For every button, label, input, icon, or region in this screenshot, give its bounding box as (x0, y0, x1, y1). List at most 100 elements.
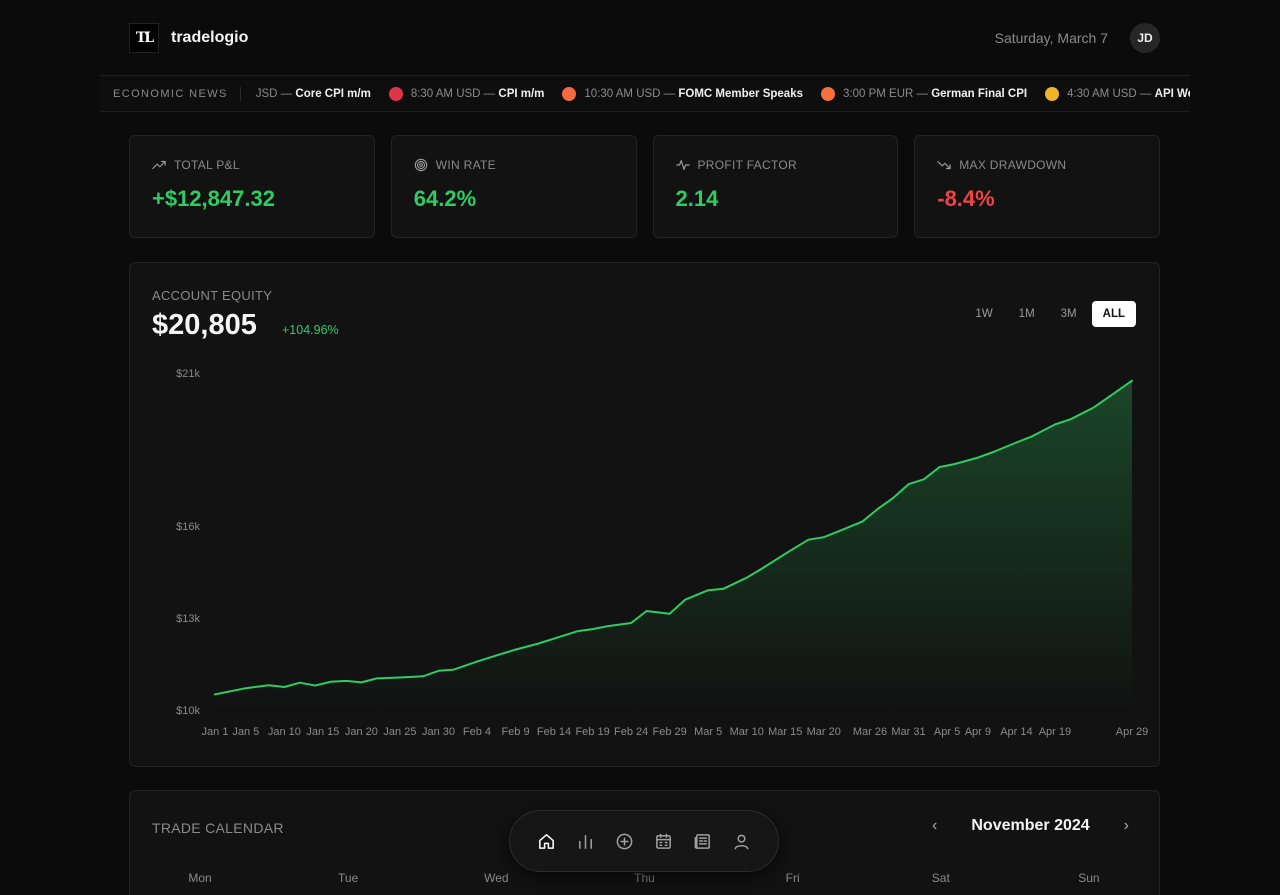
x-tick-label: Feb 9 (501, 726, 529, 738)
x-tick-label: Mar 15 (768, 726, 802, 738)
x-tick-label: Jan 30 (422, 726, 455, 738)
y-tick-label: $16k (176, 521, 200, 533)
x-tick-label: Jan 1 (202, 726, 229, 738)
stat-cards: TOTAL P&L +$12,847.32 WIN RATE 64.2% PRO… (129, 135, 1160, 238)
x-tick-label: Mar 20 (807, 726, 841, 738)
ticker-label: ECONOMIC NEWS (100, 86, 241, 101)
ticker-item[interactable]: 8:30 AM USD — CPI m/m (388, 86, 545, 101)
calendar-icon (656, 833, 671, 849)
x-tick-label: Jan 25 (383, 726, 416, 738)
trend-up-icon (152, 160, 166, 170)
ticker-item[interactable]: JSD — Core CPI m/m (256, 88, 371, 100)
ticker-item-meta: JSD — (255, 87, 293, 100)
x-tick-label: Jan 5 (232, 726, 259, 738)
x-tick-label: Jan 20 (345, 726, 378, 738)
stat-card-total-pnl: TOTAL P&L +$12,847.32 (129, 135, 375, 238)
weekday-label: Tue (338, 871, 359, 885)
range-all-button[interactable]: ALL (1091, 301, 1136, 327)
ticker-item-title: German Final CPI (931, 87, 1028, 100)
x-tick-label: Apr 9 (965, 726, 991, 738)
chart-bars-icon (578, 834, 592, 849)
x-tick-label: Jan 15 (306, 726, 339, 738)
target-icon (414, 158, 428, 172)
x-tick-label: Mar 5 (694, 726, 722, 738)
impact-dot-icon (1045, 86, 1060, 101)
y-tick-label: $13k (176, 613, 200, 625)
stat-label: WIN RATE (435, 158, 496, 172)
account-equity-panel: $21k $16k $13k $10k Jan 1 Jan 5 Jan 10 Jan 15 Ja… (129, 262, 1160, 767)
x-tick-label: Apr 5 (934, 726, 960, 738)
stat-value: +$12,847.32 (152, 186, 275, 211)
nav-home-button[interactable] (533, 828, 559, 854)
range-1w-button[interactable]: 1W (975, 308, 993, 320)
home-icon (538, 833, 554, 849)
ticker-item[interactable]: 4:30 AM USD — API Weekly (1045, 86, 1190, 101)
stat-card-profit-factor: PROFIT FACTOR 2.14 (652, 135, 899, 238)
nav-analytics-button[interactable] (572, 828, 598, 854)
ticker-item[interactable]: 3:00 PM EUR — German Final CPI (821, 86, 1028, 101)
current-date: Saturday, March 7 (994, 30, 1108, 46)
bottom-dock (509, 810, 779, 872)
trend-down-icon (937, 160, 951, 170)
ticker-track: JSD — Core CPI m/m 8:30 AM USD — CPI m/m… (241, 86, 1190, 101)
ticker-item-title: CPI m/m (498, 87, 545, 100)
range-3m-button[interactable]: 3M (1060, 308, 1077, 320)
ticker-item-meta: 10:30 AM USD — (584, 87, 676, 100)
equity-label: ACCOUNT EQUITY (152, 288, 273, 303)
x-tick-label: Mar 31 (891, 726, 925, 738)
weekday-label: Wed (484, 871, 509, 885)
weekday-label: Thu (634, 871, 655, 885)
nav-news-button[interactable] (690, 828, 716, 854)
app-header: TL tradelogio Saturday, March 7 JD (129, 22, 1160, 54)
x-tick-label: Apr 19 (1039, 726, 1071, 738)
stat-value: 64.2% (413, 186, 477, 211)
calendar-nav: ‹ November 2024 › (932, 817, 1129, 835)
x-tick-label: Feb 29 (653, 726, 687, 738)
next-month-button[interactable]: › (1123, 817, 1129, 834)
range-1m-button[interactable]: 1M (1018, 308, 1035, 320)
x-tick-label: Jan 10 (268, 726, 301, 738)
ticker-item[interactable]: 10:30 AM USD — FOMC Member Speaks (562, 86, 803, 101)
y-tick-label: $21k (176, 368, 200, 380)
weekday-label: Fri (785, 871, 800, 885)
stat-label: PROFIT FACTOR (697, 158, 797, 172)
x-tick-label: Mar 26 (853, 726, 887, 738)
nav-calendar-button[interactable] (651, 828, 677, 854)
prev-month-button[interactable]: ‹ (932, 817, 938, 834)
economic-news-ticker: ECONOMIC NEWS JSD — Core CPI m/m 8:30 AM… (100, 75, 1190, 112)
stat-card-max-drawdown: MAX DRAWDOWN -8.4% (914, 135, 1160, 238)
weekday-label: Sun (1078, 871, 1100, 885)
calendar-month: November 2024 (971, 817, 1090, 834)
x-tick-label: Feb 4 (463, 726, 491, 738)
calendar-title: TRADE CALENDAR (152, 820, 284, 836)
stat-label: TOTAL P&L (174, 158, 240, 172)
x-tick-label: Apr 29 (1116, 726, 1148, 738)
stat-value: -8.4% (937, 186, 995, 211)
ticker-item-meta: 8:30 AM USD — (410, 87, 496, 100)
equity-line (214, 379, 1133, 696)
pulse-icon (675, 160, 690, 170)
ticker-item-title: Core CPI m/m (295, 87, 371, 100)
weekday-label: Sat (931, 871, 950, 885)
y-tick-label: $10k (176, 705, 200, 717)
impact-dot-icon (388, 86, 403, 101)
stat-value: 2.14 (675, 186, 719, 211)
x-tick-label: Feb 24 (614, 726, 648, 738)
x-tick-label: Feb 14 (537, 726, 571, 738)
ticker-item-meta: 3:00 PM EUR — (843, 87, 928, 100)
brand[interactable]: TL tradelogio (129, 23, 248, 53)
ticker-item-meta: 4:30 AM USD — (1067, 87, 1152, 100)
brand-logo: TL (129, 23, 159, 53)
impact-dot-icon (821, 86, 835, 101)
news-icon (694, 833, 711, 849)
user-icon (734, 834, 749, 849)
stat-card-win-rate: WIN RATE 64.2% (390, 135, 637, 238)
x-tick-label: Mar 10 (730, 726, 764, 738)
nav-profile-button[interactable] (729, 828, 755, 854)
range-selector: 1W 1M 3M ALL (964, 301, 1136, 327)
user-avatar[interactable]: JD (1130, 23, 1160, 53)
nav-add-trade-button[interactable] (611, 828, 637, 854)
equity-value: $20,805 (152, 309, 257, 341)
stat-label: MAX DRAWDOWN (959, 158, 1067, 172)
